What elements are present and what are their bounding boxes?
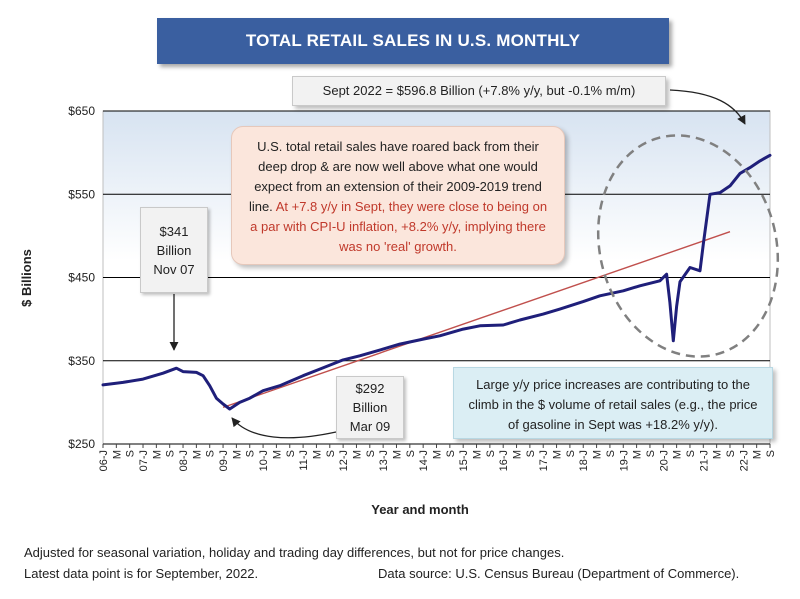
high-note-value: $341 (159, 223, 189, 239)
chart-title: TOTAL RETAIL SALES IN U.S. MONTHLY (245, 31, 581, 50)
trend-line-layer (222, 231, 731, 409)
x-tick-label: 13-J (378, 450, 390, 471)
x-tick-label: M (311, 450, 323, 459)
retail-sales-series-line (101, 153, 772, 411)
x-tick-label: S (125, 450, 137, 457)
x-tick-label: M (712, 450, 724, 459)
y-tick-label: $550 (68, 187, 95, 201)
x-tick-label: 14-J (418, 450, 430, 471)
high-note-date: Nov 07 (153, 261, 195, 277)
latest-value-callout: Sept 2022 = $596.8 Billion (+7.8% y/y, b… (292, 76, 666, 106)
recession-low-note: $292 Billion Mar 09 (336, 376, 404, 439)
x-tick-label: M (632, 450, 644, 459)
latest-callout-arrow (669, 89, 746, 125)
footnote-latest-point: Latest data point is for September, 2022… (24, 566, 259, 581)
x-tick-label: 11-J (298, 450, 310, 471)
x-tick-label: M (111, 450, 123, 459)
x-tick-label: S (645, 450, 657, 457)
x-tick-label: 07-J (138, 450, 150, 471)
recent-period-ellipse (596, 134, 780, 358)
x-tick-label: M (271, 450, 283, 459)
low-note-unit: Billion (352, 400, 388, 415)
trend-line (222, 231, 731, 409)
x-tick-label: M (391, 450, 403, 459)
x-tick-label: S (485, 450, 497, 457)
x-tick-label: S (245, 450, 257, 457)
x-tick-label: S (685, 450, 697, 457)
low-note-value: $292 (355, 381, 385, 396)
x-tick-label: 16-J (498, 450, 510, 471)
low-note-arrow (231, 417, 337, 439)
x-tick-label: 08-J (178, 450, 190, 471)
x-tick-label: M (752, 450, 764, 459)
y-tick-label: $650 (68, 104, 95, 118)
pre-recession-high-note: $341 Billion Nov 07 (140, 207, 208, 293)
x-tick-label: M (552, 450, 564, 459)
x-tick-label: 12-J (338, 450, 350, 471)
data-source-note: Data source: U.S. Census Bureau (Departm… (378, 566, 740, 581)
x-tick-label: M (432, 450, 444, 459)
x-tick-label: S (765, 450, 777, 457)
x-tick-label: S (565, 450, 577, 457)
x-tick-label: 17-J (538, 450, 550, 471)
y-tick-label: $350 (68, 354, 95, 368)
x-tick-label: M (592, 450, 604, 459)
commentary-text: U.S. total retail sales have roared back… (248, 139, 542, 214)
x-tick-label: M (672, 450, 684, 459)
x-axis-title: Year and month (371, 502, 469, 517)
price-note-text: Large y/y price increases are contributi… (468, 377, 758, 432)
x-tick-label: 22-J (738, 450, 750, 471)
x-tick-label: 09-J (218, 450, 230, 471)
x-tick-label: S (725, 450, 737, 457)
latest-value-text: Sept 2022 = $596.8 Billion (+7.8% y/y, b… (322, 83, 636, 98)
x-tick-label: 20-J (658, 450, 670, 471)
footnote-adjustment: Adjusted for seasonal variation, holiday… (24, 545, 565, 560)
commentary-box: U.S. total retail sales have roared back… (231, 126, 565, 265)
x-tick-label: S (165, 450, 177, 457)
x-tick-label: S (325, 450, 337, 457)
y-tick-label: $450 (68, 271, 95, 285)
y-axis-title: $ Billions (19, 249, 34, 307)
x-tick-label: M (351, 450, 363, 459)
y-tick-label: $250 (68, 437, 95, 451)
x-tick-label: M (472, 450, 484, 459)
commentary-red-text: At +7.8 y/y in Sept, they were close to … (250, 199, 548, 254)
price-note-box: Large y/y price increases are contributi… (453, 367, 773, 439)
x-tick-label: 10-J (258, 450, 270, 471)
series-layer (101, 153, 772, 411)
low-note-date: Mar 09 (349, 419, 391, 434)
x-tick-label: 18-J (578, 450, 590, 471)
x-tick-label: S (445, 450, 457, 457)
x-tick-label: M (231, 450, 243, 459)
x-tick-label: M (512, 450, 524, 459)
x-tick-label: 06-J (98, 450, 110, 471)
x-tick-label: S (205, 450, 217, 457)
x-tick-label: M (191, 450, 203, 459)
x-tick-label: S (605, 450, 617, 457)
x-tick-label: 19-J (618, 450, 630, 471)
y-axis-ticks: $250 $350 $450 $550 $650 (68, 104, 95, 451)
x-tick-label: S (285, 450, 297, 457)
x-tick-label: S (365, 450, 377, 457)
x-tick-label: 21-J (698, 450, 710, 471)
x-tick-label: M (151, 450, 163, 459)
high-note-unit: Billion (156, 242, 192, 258)
x-axis-ticks: 06-J M S 07-J M S 08-J M S 09-J M S 10-J M S 11-J M S 12-J… (98, 444, 777, 471)
x-tick-label: 15-J (458, 450, 470, 471)
chart-title-banner: TOTAL RETAIL SALES IN U.S. MONTHLY (157, 18, 669, 64)
x-tick-label: S (405, 450, 417, 457)
x-tick-label: S (525, 450, 537, 457)
